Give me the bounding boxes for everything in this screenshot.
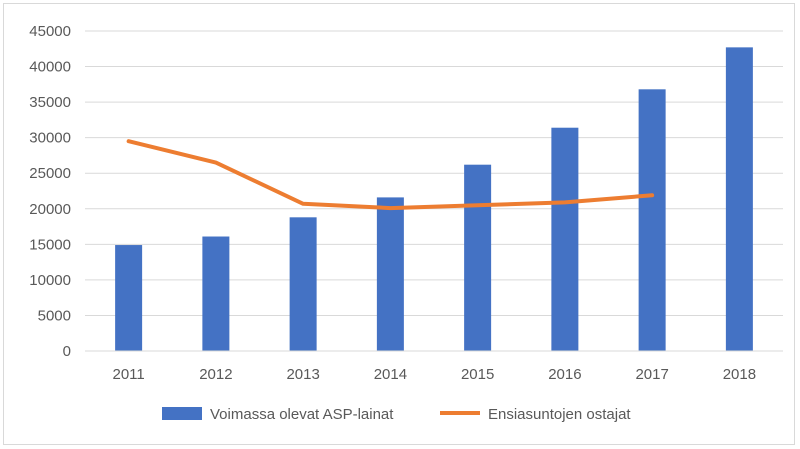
bar — [202, 236, 230, 351]
x-tick-label: 2012 — [199, 366, 232, 383]
y-tick-label: 10000 — [29, 272, 71, 289]
x-tick-label: 2013 — [286, 366, 319, 383]
bar — [289, 217, 317, 351]
x-tick-label: 2016 — [548, 366, 581, 383]
line-point — [477, 204, 479, 206]
legend-label-bar: Voimassa olevat ASP-lainat — [210, 406, 394, 423]
x-tick-label: 2015 — [461, 366, 494, 383]
y-tick-label: 35000 — [29, 94, 71, 111]
legend-swatch-bar — [162, 407, 202, 420]
line-point — [128, 140, 130, 142]
bar — [725, 47, 753, 351]
line-point — [215, 162, 217, 164]
bar — [638, 89, 666, 352]
line-point — [302, 203, 304, 205]
bar — [115, 245, 143, 351]
x-tick-label: 2017 — [635, 366, 668, 383]
y-tick-label: 25000 — [29, 165, 71, 182]
y-tick-label: 5000 — [38, 307, 71, 324]
x-tick-label: 2014 — [374, 366, 407, 383]
line-point — [564, 201, 566, 203]
y-tick-label: 15000 — [29, 236, 71, 253]
bar — [551, 127, 579, 351]
bar — [376, 197, 404, 351]
y-tick-label: 30000 — [29, 130, 71, 147]
bar-series — [115, 47, 753, 352]
y-axis: 0 5000 10000 15000 20000 25000 30000 35000 40000… — [29, 23, 71, 360]
x-axis: 2011 2012 2013 2014 2015 2016 2017 2018 — [85, 350, 783, 383]
y-tick-label: 40000 — [29, 59, 71, 76]
line-point — [651, 194, 653, 196]
x-tick-label: 2018 — [723, 366, 756, 383]
line-series — [126, 139, 655, 211]
bar — [464, 164, 492, 351]
legend: Voimassa olevat ASP-lainat Ensiasuntojen… — [162, 406, 631, 423]
gridlines — [85, 30, 783, 352]
line-point — [389, 207, 391, 209]
x-tick-label: 2011 — [112, 366, 144, 383]
legend-label-line: Ensiasuntojen ostajat — [488, 406, 631, 423]
y-tick-label: 0 — [63, 343, 71, 360]
y-tick-label: 20000 — [29, 201, 71, 218]
y-tick-label: 45000 — [29, 23, 71, 40]
